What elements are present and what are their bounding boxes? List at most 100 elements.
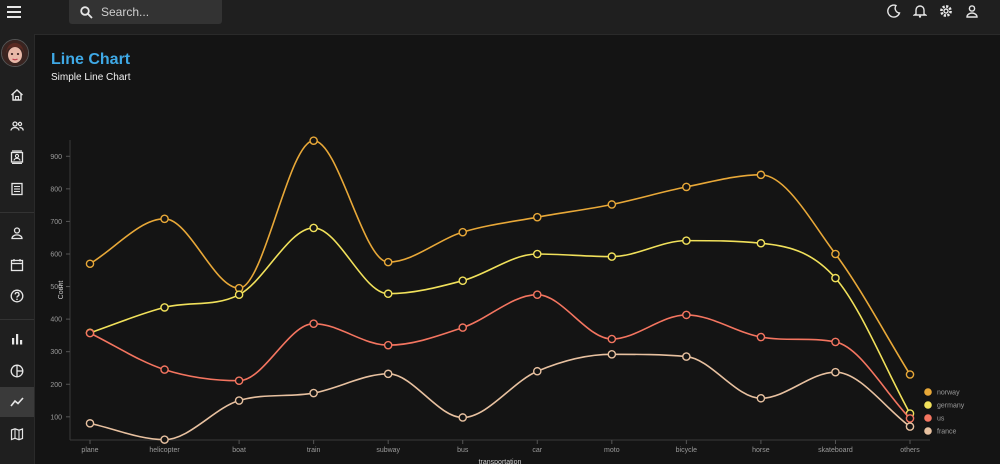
y-tick-label: 300 bbox=[50, 349, 62, 356]
data-point-us bbox=[383, 340, 393, 350]
data-point-germany bbox=[756, 238, 766, 248]
data-point-france bbox=[309, 388, 318, 398]
data-point-norway bbox=[831, 249, 840, 259]
data-point-us bbox=[160, 365, 169, 374]
data-point-germany bbox=[160, 303, 169, 312]
y-tick-label: 400 bbox=[50, 317, 62, 324]
y-tick-label: 900 bbox=[50, 154, 62, 161]
avatar[interactable] bbox=[1, 39, 29, 67]
y-tick-label: 500 bbox=[50, 284, 62, 291]
data-point-germany bbox=[234, 290, 244, 299]
data-point-norway bbox=[160, 214, 169, 224]
menu-icon bbox=[7, 6, 21, 18]
data-point-norway bbox=[383, 257, 393, 267]
calendar-icon bbox=[10, 259, 24, 272]
nav-calendar[interactable] bbox=[0, 250, 34, 280]
x-tick-label: train bbox=[307, 447, 321, 454]
group-icon bbox=[10, 121, 24, 131]
person-icon[interactable] bbox=[964, 3, 980, 19]
nav-home[interactable] bbox=[0, 80, 34, 110]
home-icon bbox=[11, 89, 23, 101]
nav-profile[interactable] bbox=[0, 218, 34, 248]
x-axis-label: transportation bbox=[479, 459, 522, 464]
data-point-france bbox=[905, 422, 915, 431]
data-point-norway bbox=[532, 212, 542, 222]
x-tick-label: car bbox=[532, 447, 542, 454]
legend-label-france: france bbox=[937, 429, 957, 436]
data-point-germany bbox=[309, 223, 318, 233]
x-tick-label: others bbox=[900, 447, 920, 454]
legend-label-germany: germany bbox=[937, 403, 965, 410]
search-input[interactable] bbox=[99, 4, 213, 20]
data-point-norway bbox=[85, 259, 95, 269]
menu-button[interactable] bbox=[0, 0, 28, 24]
bar-chart-icon bbox=[12, 334, 23, 345]
data-point-us bbox=[234, 376, 244, 385]
page-subtitle: Simple Line Chart bbox=[51, 72, 131, 83]
page-title: Line Chart bbox=[51, 51, 131, 68]
data-point-germany bbox=[682, 236, 691, 245]
person-icon bbox=[11, 227, 23, 240]
data-point-germany bbox=[458, 276, 468, 285]
notifications-icon[interactable] bbox=[912, 3, 928, 19]
series-line-us bbox=[89, 293, 911, 420]
nav-invoices[interactable] bbox=[0, 174, 34, 204]
data-point-us bbox=[831, 337, 840, 347]
help-icon bbox=[10, 289, 24, 303]
line-chart-icon bbox=[10, 397, 24, 407]
data-point-us bbox=[309, 319, 318, 328]
settings-icon[interactable] bbox=[938, 3, 954, 19]
nav-contacts[interactable] bbox=[0, 142, 34, 172]
nav-bar-chart[interactable] bbox=[0, 324, 34, 354]
data-point-us bbox=[85, 328, 95, 338]
search-icon[interactable] bbox=[80, 5, 93, 19]
data-point-france bbox=[160, 435, 169, 444]
y-tick-label: 800 bbox=[50, 186, 62, 193]
y-tick-label: 700 bbox=[50, 219, 62, 226]
x-tick-label: bicycle bbox=[676, 447, 698, 454]
x-tick-label: bus bbox=[457, 447, 469, 454]
nav-geography[interactable] bbox=[0, 419, 34, 449]
legend-label-us: us bbox=[937, 416, 945, 423]
data-point-france bbox=[607, 349, 617, 359]
sidebar bbox=[0, 34, 35, 464]
data-point-france bbox=[234, 396, 244, 405]
nav-line-chart[interactable] bbox=[0, 387, 34, 417]
data-point-germany bbox=[831, 273, 840, 283]
data-point-us bbox=[756, 332, 766, 342]
data-point-norway bbox=[607, 200, 617, 209]
x-tick-label: subway bbox=[376, 447, 400, 454]
data-point-france bbox=[682, 352, 691, 361]
sidebar-divider bbox=[0, 212, 34, 213]
data-point-norway bbox=[756, 170, 766, 180]
data-point-france bbox=[831, 367, 840, 377]
y-tick-label: 100 bbox=[50, 414, 62, 421]
legend-swatch-france bbox=[924, 427, 932, 435]
data-point-france bbox=[532, 366, 542, 376]
series-line-france bbox=[89, 353, 911, 441]
nav-pie-chart[interactable] bbox=[0, 356, 34, 386]
legend-swatch-norway bbox=[924, 388, 932, 396]
data-point-france bbox=[458, 413, 468, 422]
nav-faq[interactable] bbox=[0, 281, 34, 311]
nav-team[interactable] bbox=[0, 111, 34, 141]
data-point-norway bbox=[309, 136, 318, 145]
data-point-france bbox=[383, 369, 393, 379]
data-point-france bbox=[756, 393, 766, 403]
y-tick-label: 600 bbox=[50, 251, 62, 258]
data-point-germany bbox=[532, 249, 542, 259]
contacts-icon bbox=[10, 150, 24, 164]
data-point-us bbox=[682, 310, 691, 320]
data-point-germany bbox=[607, 252, 617, 261]
data-point-france bbox=[85, 419, 95, 428]
dark-mode-icon[interactable] bbox=[886, 3, 902, 19]
data-point-norway bbox=[458, 227, 468, 237]
sidebar-divider bbox=[0, 319, 34, 320]
legend-label-norway: norway bbox=[937, 390, 960, 397]
x-tick-label: horse bbox=[752, 447, 770, 454]
x-tick-label: moto bbox=[604, 447, 620, 454]
x-tick-label: plane bbox=[81, 447, 98, 454]
data-point-us bbox=[607, 334, 617, 344]
data-point-norway bbox=[682, 182, 691, 192]
x-tick-label: boat bbox=[232, 447, 246, 454]
